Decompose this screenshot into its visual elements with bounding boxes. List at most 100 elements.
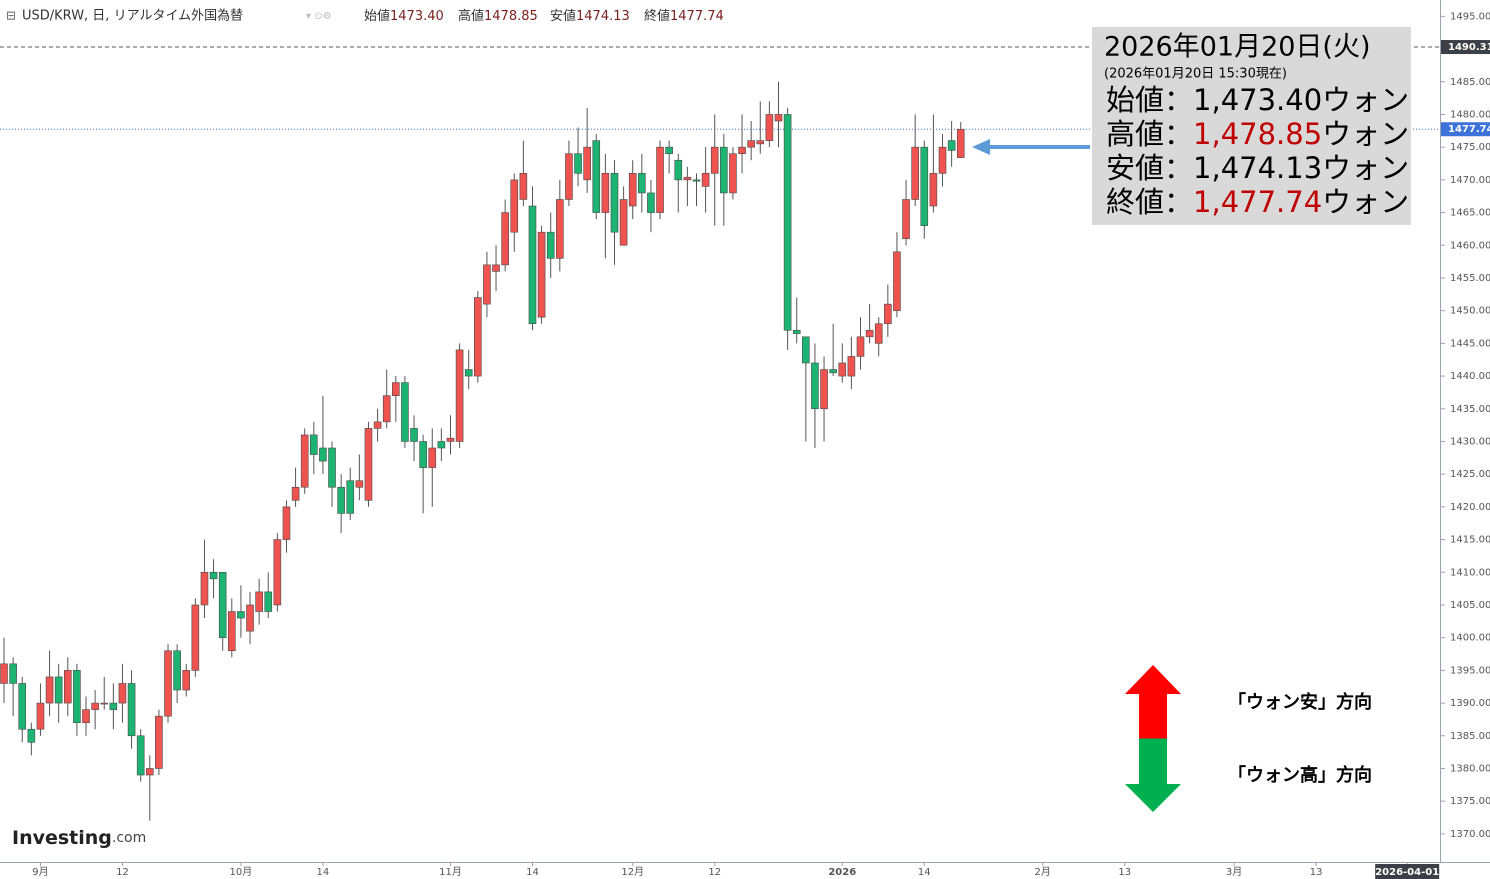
annotation-rows: 始値：1,473.40ウォン高値：1,478.85ウォン安値：1,474.13ウ… — [1106, 83, 1409, 219]
annotation-separator: ： — [1164, 185, 1193, 219]
candle-body — [45, 676, 54, 704]
candle-body — [82, 709, 90, 723]
candle-body — [474, 297, 482, 377]
annotation-row: 終値：1,477.74ウォン — [1106, 185, 1409, 219]
annotation-separator: ： — [1164, 83, 1193, 117]
x-cursor-label-box — [1375, 864, 1440, 879]
header-field-label: 始値 — [364, 8, 390, 24]
candle-body — [902, 199, 910, 240]
annotation-unit: ウォン — [1322, 185, 1409, 219]
candle-body — [938, 146, 947, 174]
candle-body — [656, 146, 664, 213]
candle-body — [829, 369, 837, 374]
candle-body — [683, 176, 692, 181]
y-tick-label: 1380.00 — [1450, 763, 1490, 774]
candle-body — [601, 173, 610, 213]
candle-body — [282, 506, 291, 540]
annotation-value: 1,474.13 — [1193, 151, 1322, 185]
candle-body — [729, 153, 737, 194]
candle-body — [109, 702, 118, 710]
candle-body — [701, 173, 710, 187]
candle-body — [18, 683, 27, 730]
candle-body — [802, 336, 810, 364]
x-tick-label: 12 — [708, 867, 721, 878]
candle-body — [811, 362, 819, 410]
candle-body — [355, 480, 364, 488]
x-tick-label: 9月 — [32, 866, 48, 878]
candle-body — [291, 486, 300, 501]
marker-price-box — [1441, 40, 1490, 55]
candle-body — [218, 571, 227, 638]
candle-body — [865, 329, 874, 338]
candle-body — [847, 356, 856, 377]
candle-body — [574, 153, 582, 174]
annotation-row: 始値：1,473.40ウォン — [1106, 83, 1409, 117]
candle-body — [920, 146, 929, 226]
y-tick-label: 1495.00 — [1450, 11, 1490, 22]
annotation-unit: ウォン — [1322, 83, 1409, 117]
candle-body — [91, 702, 99, 710]
annotation-asof: (2026年01月20日 15:30現在) — [1104, 67, 1287, 82]
pointer-arrow-head — [972, 139, 990, 155]
candle-body — [528, 205, 537, 325]
candle-body — [774, 114, 783, 122]
candle-body — [665, 146, 673, 154]
y-tick-label: 1445.00 — [1450, 338, 1490, 349]
y-tick-label: 1375.00 — [1450, 796, 1490, 807]
header-field: 始値1473.40 — [364, 8, 444, 24]
candle-body — [710, 146, 719, 174]
candle-body — [747, 140, 755, 148]
candle-body — [692, 179, 701, 182]
x-tick-label: 14 — [918, 867, 931, 878]
header-field: 安値1474.13 — [550, 8, 630, 24]
candle-body — [537, 231, 546, 318]
candle-body — [36, 702, 45, 730]
candle-body — [209, 571, 218, 580]
candle-body — [956, 128, 965, 158]
candle-body — [556, 199, 564, 259]
header-field-value: 1478.85 — [484, 9, 538, 24]
menu-icon: ▾ ⊙⚙ — [306, 11, 332, 22]
candle-body — [410, 428, 418, 442]
y-tick-label: 1410.00 — [1450, 567, 1490, 578]
annotation-value: 1,478.85 — [1193, 117, 1322, 151]
candle-body — [401, 382, 409, 442]
annotation-unit: ウォン — [1322, 151, 1409, 185]
candle-body — [127, 683, 136, 737]
candle-body — [73, 670, 81, 723]
header-field: 高値1478.85 — [458, 8, 538, 24]
candle-body — [619, 199, 628, 246]
y-tick-label: 1385.00 — [1450, 731, 1490, 742]
candle-body — [628, 173, 637, 207]
candle-body — [820, 369, 828, 410]
y-tick-label: 1370.00 — [1450, 829, 1490, 840]
annotation-date: 2026年01月20日(火) — [1104, 32, 1371, 63]
candle-body — [337, 486, 345, 514]
candle-body — [145, 768, 154, 776]
candle-body — [565, 153, 573, 200]
y-tick-label: 1400.00 — [1450, 633, 1490, 644]
candle-body — [874, 323, 883, 344]
direction-arrow — [1125, 665, 1181, 812]
x-tick-label: 12月 — [621, 866, 644, 878]
candle-body — [100, 702, 109, 705]
candle-body — [674, 159, 683, 181]
candle-body — [638, 173, 646, 194]
annotation-label: 安値 — [1106, 151, 1164, 185]
candle-body — [437, 441, 446, 449]
candle-body — [592, 140, 601, 213]
candle-body — [392, 382, 400, 396]
candle-body — [300, 434, 309, 488]
candle-body — [911, 146, 919, 200]
y-tick-label: 1480.00 — [1450, 109, 1490, 120]
y-tick-label: 1405.00 — [1450, 600, 1490, 611]
candle-body — [237, 611, 245, 619]
candle-body — [155, 715, 163, 769]
y-tick-label: 1425.00 — [1450, 469, 1490, 480]
candle-body — [364, 428, 373, 501]
candle-body — [182, 670, 191, 691]
candle-body — [428, 447, 437, 468]
collapse-icon: ⊟ — [6, 9, 16, 23]
y-tick-label: 1390.00 — [1450, 698, 1490, 709]
x-tick-label: 14 — [526, 867, 539, 878]
